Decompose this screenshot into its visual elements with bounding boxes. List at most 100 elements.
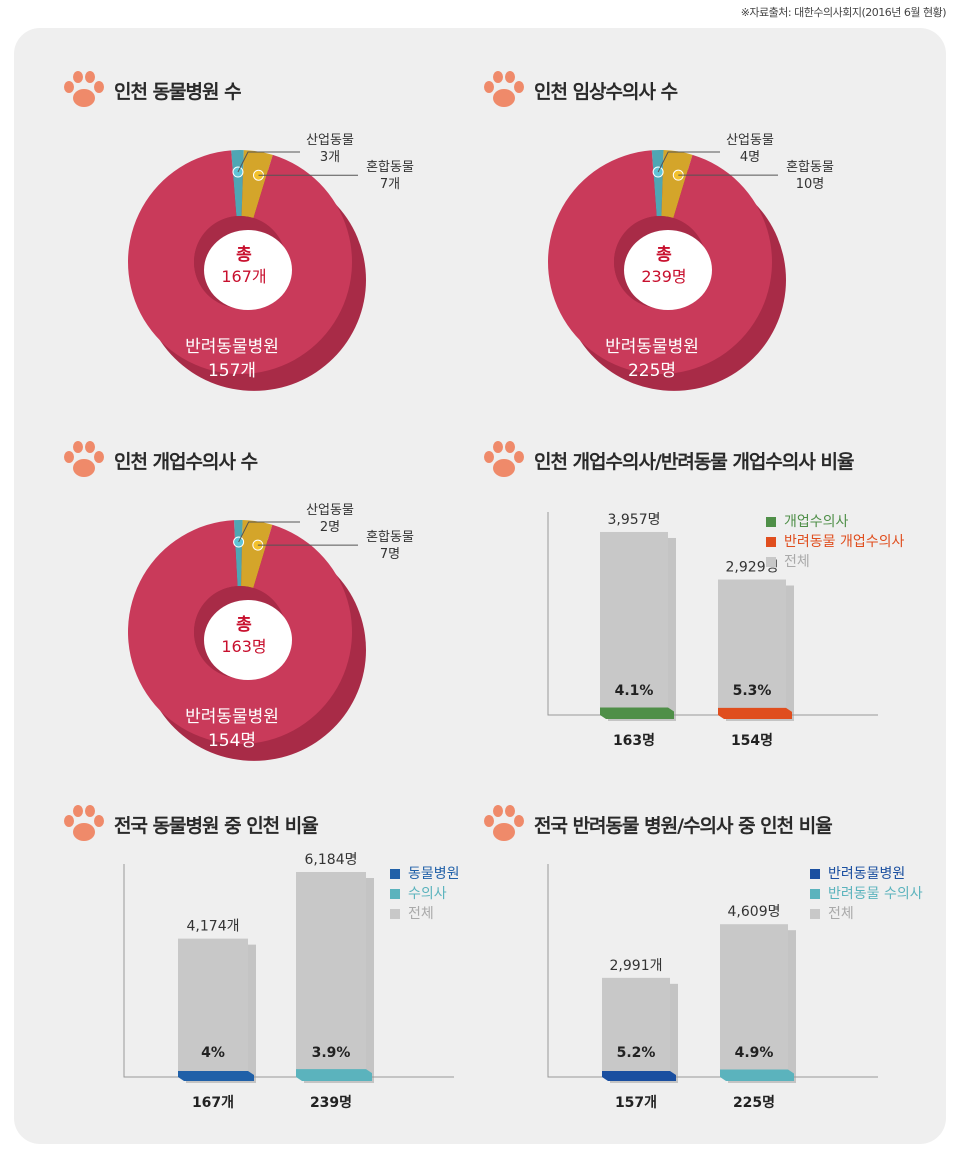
part-bar bbox=[178, 1071, 254, 1081]
callout-name: 혼합동물 bbox=[366, 530, 414, 545]
total-label: 4,174개 bbox=[187, 919, 240, 935]
legend-swatch bbox=[810, 889, 820, 899]
axis-line bbox=[123, 864, 454, 1078]
part-label: 239명 bbox=[310, 1094, 352, 1111]
section-donut2: 인천 임상수의사 수 총 239명 반려동물병원 225명 산업동물 4명 혼합동물 10명 bbox=[420, 0, 960, 420]
legend-label: 전체 bbox=[828, 906, 854, 922]
total-bar bbox=[600, 531, 668, 715]
part-label: 157개 bbox=[615, 1095, 657, 1111]
percent-label: 4% bbox=[201, 1045, 225, 1061]
paw-icon bbox=[484, 805, 524, 841]
callout-value: 2명 bbox=[320, 520, 340, 535]
section-title: 인천 동물병원 수 bbox=[62, 70, 242, 110]
part-bar bbox=[718, 707, 792, 719]
donut-hole bbox=[204, 600, 292, 680]
donut-slice bbox=[241, 520, 273, 588]
legend-label: 반려동물 개업수의사 bbox=[784, 534, 904, 550]
total-label: 3,957명 bbox=[608, 512, 661, 528]
legend-label: 개업수의사 bbox=[784, 514, 849, 530]
total-bar bbox=[720, 924, 788, 1077]
center-label: 총 bbox=[656, 245, 672, 265]
legend-label: 수의사 bbox=[408, 886, 447, 902]
legend-swatch bbox=[390, 869, 400, 879]
section-donut3: 인천 개업수의사 수 총 163명 반려동물병원 154명 산업동물 2명 혼합동물 7명 bbox=[0, 370, 480, 790]
legend-label: 전체 bbox=[408, 906, 434, 922]
section-bar3: 전국 반려동물 병원/수의사 중 인천 비율 2,991개 5.2% 157개 4,6… bbox=[420, 792, 960, 1142]
legend-swatch bbox=[390, 909, 400, 919]
paw-icon bbox=[64, 805, 104, 841]
center-label: 총 bbox=[236, 245, 252, 265]
section-title: 인천 개업수의사 수 bbox=[62, 440, 258, 480]
total-bar bbox=[296, 872, 366, 1077]
slice-value: 157개 bbox=[208, 361, 256, 381]
callout-value: 4명 bbox=[740, 150, 760, 165]
center-value: 167개 bbox=[221, 267, 266, 286]
donut-slice bbox=[128, 150, 353, 375]
paw-icon bbox=[484, 71, 524, 107]
source-note: ※자료출처: 대한수의사회지(2016년 6월 현황) bbox=[740, 6, 947, 19]
total-bar bbox=[602, 977, 670, 1077]
percent-label: 4.1% bbox=[615, 683, 654, 699]
legend-swatch bbox=[766, 537, 776, 547]
legend-label: 반려동물병원 bbox=[828, 866, 905, 882]
legend-label: 반려동물 수의사 bbox=[828, 886, 923, 902]
slice-label: 반려동물병원 bbox=[605, 337, 699, 357]
slice-label: 반려동물병원 bbox=[185, 337, 279, 357]
callout-value: 7개 bbox=[380, 177, 400, 192]
section-title: 전국 반려동물 병원/수의사 중 인천 비율 bbox=[482, 804, 833, 844]
section-title: 인천 개업수의사/반려동물 개업수의사 비율 bbox=[482, 440, 854, 480]
slice-value: 154명 bbox=[208, 731, 256, 751]
callout-name: 산업동물 bbox=[306, 133, 354, 148]
total-label: 2,929명 bbox=[726, 560, 779, 576]
percent-label: 5.3% bbox=[733, 683, 772, 699]
center-value: 163명 bbox=[221, 637, 266, 656]
part-label: 167개 bbox=[192, 1095, 234, 1111]
percent-label: 3.9% bbox=[312, 1045, 351, 1061]
part-bar bbox=[720, 1069, 794, 1081]
legend-swatch bbox=[810, 909, 820, 919]
total-bar bbox=[718, 579, 786, 715]
percent-label: 5.2% bbox=[617, 1045, 656, 1061]
callout-name: 산업동물 bbox=[726, 133, 774, 148]
donut-slice bbox=[128, 520, 352, 744]
legend-swatch bbox=[390, 889, 400, 899]
total-label: 4,609명 bbox=[728, 904, 781, 920]
callout-name: 혼합동물 bbox=[366, 160, 414, 175]
callout-line bbox=[657, 151, 720, 173]
paw-icon bbox=[64, 71, 104, 107]
total-label: 6,184명 bbox=[305, 852, 358, 868]
section-bar1: 인천 개업수의사/반려동물 개업수의사 비율 3,957명 4.1% 163명 2,9… bbox=[420, 370, 960, 790]
section-title: 전국 동물병원 중 인천 비율 bbox=[62, 804, 319, 844]
callout-name: 혼합동물 bbox=[786, 160, 834, 175]
donut-hole bbox=[624, 230, 712, 310]
part-bar bbox=[296, 1069, 372, 1081]
legend-label: 동물병원 bbox=[408, 866, 460, 882]
section-title: 인천 임상수의사 수 bbox=[482, 70, 678, 110]
donut-slice bbox=[548, 150, 772, 375]
paw-icon bbox=[484, 441, 524, 477]
total-bar bbox=[178, 938, 248, 1077]
center-label: 총 bbox=[236, 615, 252, 635]
callout-line bbox=[238, 521, 300, 543]
part-bar bbox=[602, 1071, 676, 1081]
part-label: 163명 bbox=[613, 732, 655, 749]
percent-label: 4.9% bbox=[735, 1045, 774, 1061]
callout-line bbox=[237, 151, 300, 173]
part-bar bbox=[600, 707, 674, 719]
total-label: 2,991개 bbox=[610, 958, 663, 974]
donut-slice bbox=[661, 150, 693, 218]
center-value: 239명 bbox=[641, 267, 686, 286]
legend-swatch bbox=[810, 869, 820, 879]
donut-slice bbox=[233, 520, 243, 587]
callout-value: 7명 bbox=[380, 547, 400, 562]
callout-value: 3개 bbox=[320, 150, 340, 165]
slice-value: 225명 bbox=[628, 361, 676, 381]
legend-swatch bbox=[766, 517, 776, 527]
